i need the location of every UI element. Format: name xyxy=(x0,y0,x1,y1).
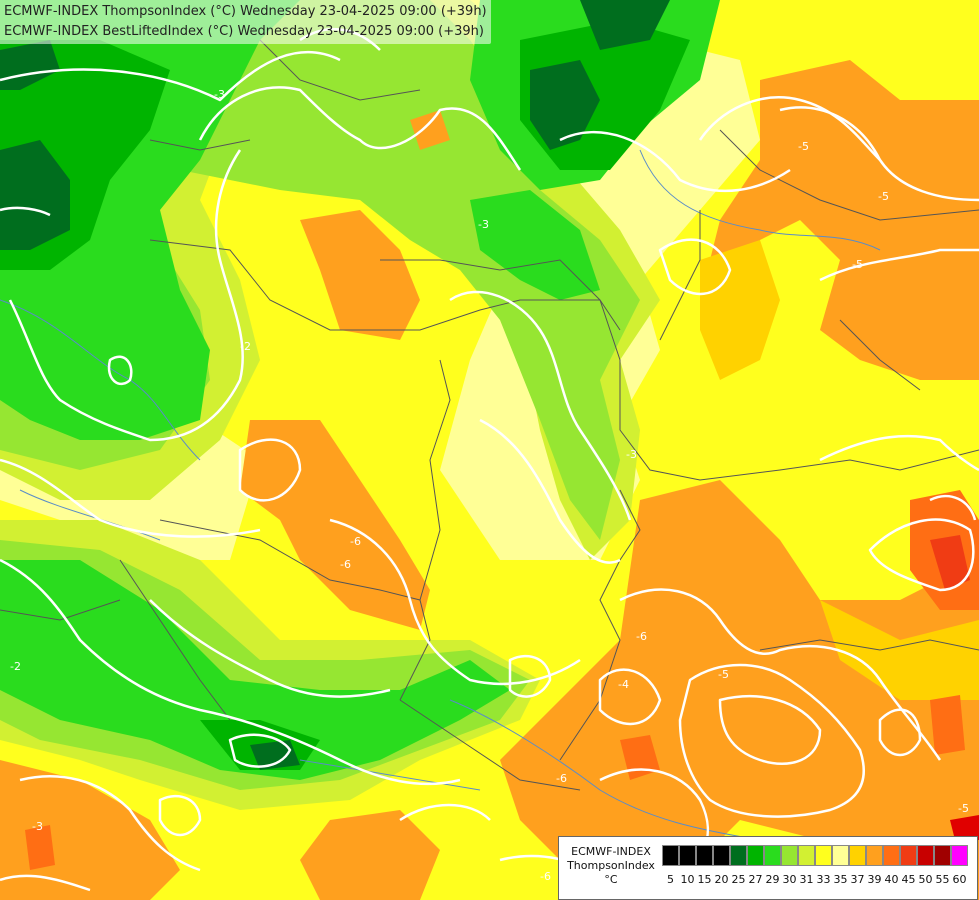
orange-region-center xyxy=(300,210,420,340)
legend-swatch xyxy=(781,845,798,866)
color-legend: ECMWF-INDEX ThompsonIndex °C 5 10 15 20 25 27… xyxy=(558,836,978,900)
orange-region-east xyxy=(700,60,979,380)
green-region-southwest xyxy=(0,560,510,780)
legend-swatch xyxy=(747,845,764,866)
contour-label: -5 xyxy=(878,190,889,203)
legend-tick-label: 33 xyxy=(816,873,831,886)
legend-swatch xyxy=(798,845,815,866)
legend-swatch xyxy=(900,845,917,866)
orange-region-center-south xyxy=(240,420,430,630)
contour-label: -3 xyxy=(478,218,489,231)
contour-label: -3 xyxy=(32,820,43,833)
legend-tick-label: 25 xyxy=(731,873,746,886)
legend-tick-label: 5 xyxy=(667,873,674,886)
legend-tick-label: 60 xyxy=(952,873,967,886)
title-best-lifted-index: ECMWF-INDEX BestLiftedIndex (°C) Wednesd… xyxy=(4,24,484,39)
contour-label: -2 xyxy=(10,660,21,673)
legend-swatch xyxy=(713,845,730,866)
dark-green-region-northwest xyxy=(0,140,70,250)
dark-orange-region-southeast xyxy=(620,735,660,780)
contour-label: -2 xyxy=(240,340,251,353)
legend-swatch xyxy=(679,845,696,866)
dark-orange-region-southeast-2 xyxy=(930,695,965,755)
legend-swatch xyxy=(849,845,866,866)
legend-swatch xyxy=(951,845,968,866)
legend-swatch xyxy=(883,845,900,866)
legend-swatch xyxy=(934,845,951,866)
legend-tick-label: 31 xyxy=(799,873,814,886)
contour-label: -5 xyxy=(958,802,969,815)
legend-tick-label: 50 xyxy=(918,873,933,886)
legend-swatch xyxy=(917,845,934,866)
contour-labels: -3 -3 -5 -5 -5 -6 -6 -6 -5 -2 -3 -4 -5 -… xyxy=(10,88,969,883)
contour-label: -6 xyxy=(540,870,551,883)
legend-tick-label: 37 xyxy=(850,873,865,886)
gold-region-east xyxy=(700,240,780,380)
orange-region-southeast xyxy=(500,480,979,900)
legend-model: ECMWF-INDEX xyxy=(571,845,651,858)
legend-swatch xyxy=(832,845,849,866)
legend-tick-label: 15 xyxy=(697,873,712,886)
map-title: ECMWF-INDEX ThompsonIndex (°C) Wednesday… xyxy=(0,0,491,44)
legend-tick-label: 27 xyxy=(748,873,763,886)
red-region-corner xyxy=(950,815,979,840)
orange-region-south xyxy=(300,810,440,900)
contour-label: -3 xyxy=(214,88,225,101)
contour-label: -6 xyxy=(556,772,567,785)
legend-swatch xyxy=(815,845,832,866)
legend-ticks: 5 10 15 20 25 27 29 30 31 33 35 37 39 40 45 50 55 60 xyxy=(662,873,968,886)
legend-tick-label: 35 xyxy=(833,873,848,886)
legend-swatch xyxy=(696,845,713,866)
legend-swatch xyxy=(866,845,883,866)
contour-label: -6 xyxy=(340,558,351,571)
contour-label: -5 xyxy=(798,140,809,153)
legend-swatch xyxy=(764,845,781,866)
red-region-east xyxy=(930,535,970,590)
contour-label: -3 xyxy=(626,448,637,461)
contour-label: -6 xyxy=(636,630,647,643)
legend-tick-label: 39 xyxy=(867,873,882,886)
legend-tick-label: 10 xyxy=(680,873,695,886)
legend-labels: ECMWF-INDEX ThompsonIndex °C xyxy=(563,845,659,887)
legend-tick-label: 55 xyxy=(935,873,950,886)
gold-region-southeast xyxy=(820,600,979,700)
legend-tick-label: 29 xyxy=(765,873,780,886)
contour-label: -6 xyxy=(350,535,361,548)
legend-swatches xyxy=(662,845,968,866)
green-region-center xyxy=(470,190,600,300)
legend-swatch xyxy=(730,845,747,866)
legend-field: ThompsonIndex xyxy=(567,859,655,872)
contour-lines xyxy=(0,27,979,900)
legend-unit: °C xyxy=(604,873,618,886)
contour-label: -4 xyxy=(618,678,629,691)
contour-label: -5 xyxy=(718,668,729,681)
dark-green-region-northeast xyxy=(580,0,670,50)
orange-region-northcenter xyxy=(410,110,450,150)
legend-swatch xyxy=(662,845,679,866)
dark-orange-region-southwest xyxy=(25,825,55,870)
legend-tick-label: 20 xyxy=(714,873,729,886)
legend-tick-label: 40 xyxy=(884,873,899,886)
title-thompson-index: ECMWF-INDEX ThompsonIndex (°C) Wednesday… xyxy=(4,4,487,19)
legend-tick-label: 30 xyxy=(782,873,797,886)
legend-tick-label: 45 xyxy=(901,873,916,886)
dark-green-region-north xyxy=(530,60,600,150)
contour-label: -5 xyxy=(852,258,863,271)
